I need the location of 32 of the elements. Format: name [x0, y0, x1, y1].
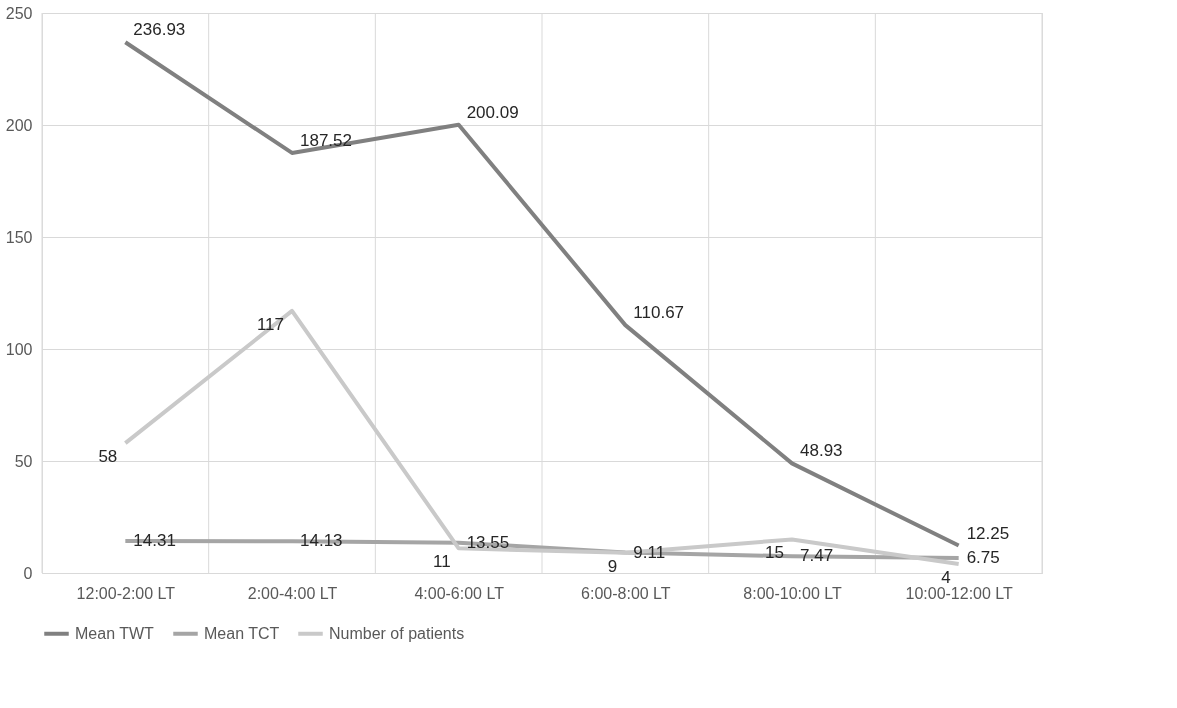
y-tick-label: 0: [23, 564, 33, 582]
legend-label: Number of patients: [329, 624, 465, 642]
data-label: 13.55: [466, 532, 510, 552]
data-label: 12.25: [966, 523, 1010, 543]
data-label: 9.11: [633, 542, 666, 562]
legend-label: Mean TCT: [204, 624, 280, 642]
legend-label: Mean TWT: [75, 624, 155, 642]
data-label: 7.47: [800, 546, 834, 566]
data-label: 110.67: [633, 303, 685, 323]
x-tick-label: 12:00-2:00 LT: [76, 584, 176, 602]
data-label: 6.75: [966, 547, 1000, 567]
data-label: 200.09: [466, 102, 519, 122]
data-label: 15: [765, 543, 784, 563]
data-label: 11: [433, 552, 451, 572]
data-label: 14.31: [133, 530, 176, 550]
y-tick-label: 250: [5, 4, 33, 22]
line-series: [123, 40, 961, 548]
y-tick-label: 150: [5, 228, 33, 246]
y-tick-label: 200: [5, 116, 33, 134]
data-label: 187.52: [300, 130, 352, 150]
x-tick-label: 8:00-10:00 LT: [743, 584, 842, 602]
data-label: 117: [256, 314, 284, 334]
y-tick-label: 50: [14, 452, 33, 470]
x-tick-label: 6:00-8:00 LT: [581, 584, 671, 602]
data-label: 14.13: [300, 531, 343, 551]
y-tick-label: 100: [5, 340, 33, 358]
data-label: 236.93: [133, 20, 186, 40]
x-tick-label: 4:00-6:00 LT: [414, 584, 505, 602]
data-label: 9: [607, 556, 618, 576]
x-tick-label: 2:00-4:00 LT: [247, 584, 338, 602]
data-label: 58: [98, 447, 118, 467]
data-label: 48.93: [800, 441, 843, 461]
